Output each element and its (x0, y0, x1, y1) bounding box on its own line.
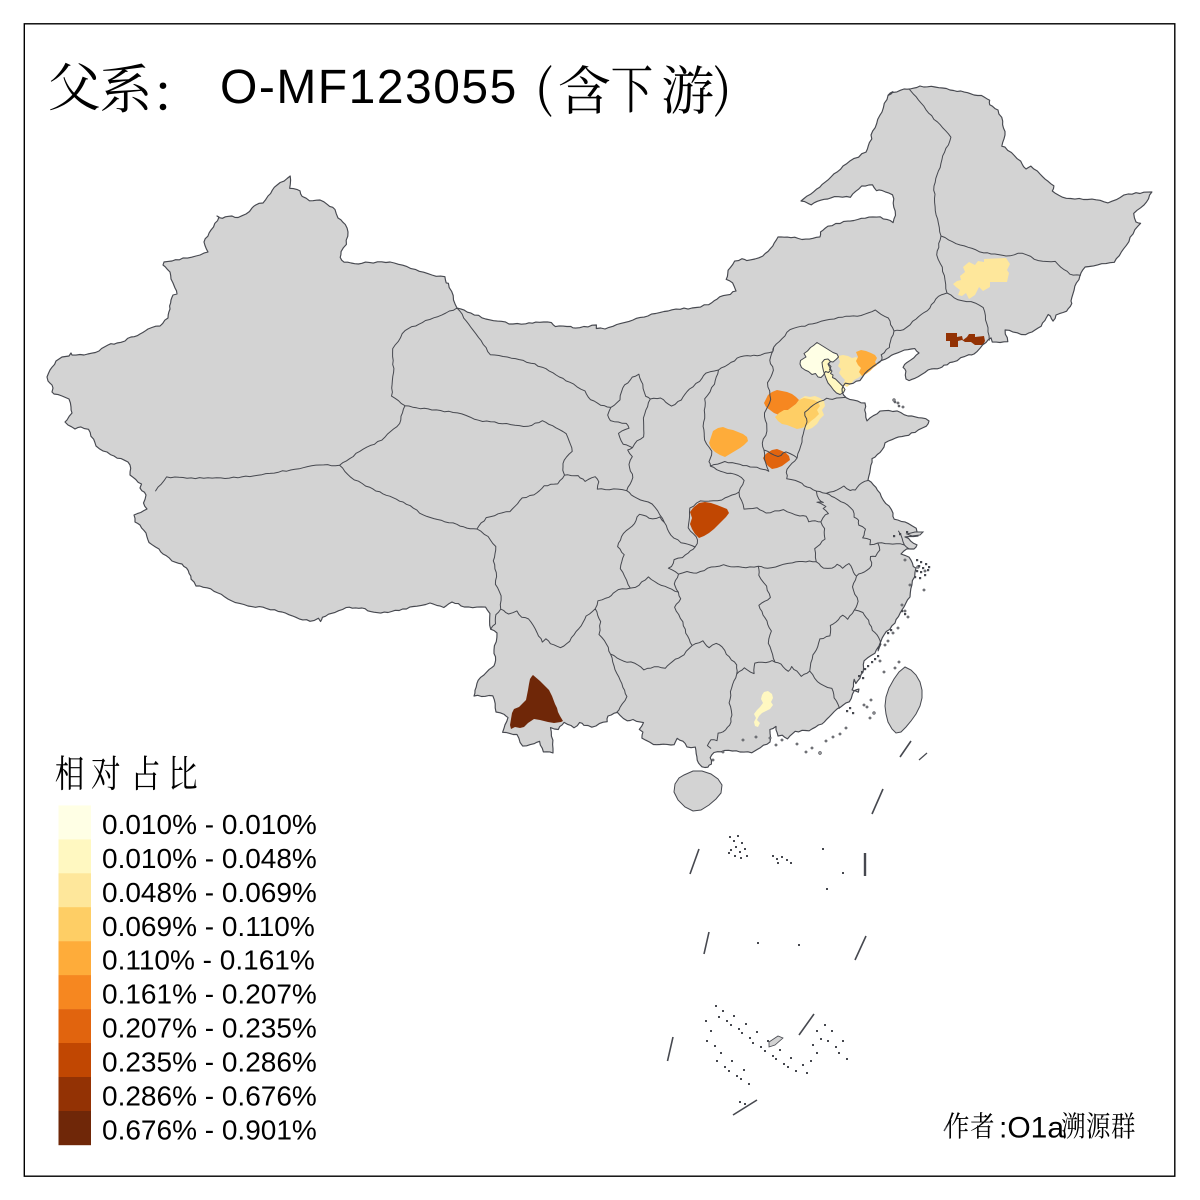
svg-text:0.010% - 0.048%: 0.010% - 0.048% (102, 843, 317, 874)
svg-text:0.207% - 0.235%: 0.207% - 0.235% (102, 1013, 317, 1044)
svg-text:0.048% - 0.069%: 0.048% - 0.069% (102, 877, 317, 908)
svg-text:0.110% - 0.161%: 0.110% - 0.161% (102, 945, 315, 976)
svg-text:O-MF123055: O-MF123055 (220, 61, 518, 114)
svg-text:0.235% - 0.286%: 0.235% - 0.286% (102, 1047, 317, 1078)
svg-text:0.010% - 0.010%: 0.010% - 0.010% (102, 809, 317, 840)
svg-text::O1a: :O1a (999, 1112, 1064, 1145)
svg-text:0.286% - 0.676%: 0.286% - 0.676% (102, 1081, 317, 1112)
svg-text:0.069% - 0.110%: 0.069% - 0.110% (102, 911, 315, 942)
svg-text:0.161% - 0.207%: 0.161% - 0.207% (102, 979, 317, 1010)
svg-text:0.676% - 0.901%: 0.676% - 0.901% (102, 1115, 317, 1146)
